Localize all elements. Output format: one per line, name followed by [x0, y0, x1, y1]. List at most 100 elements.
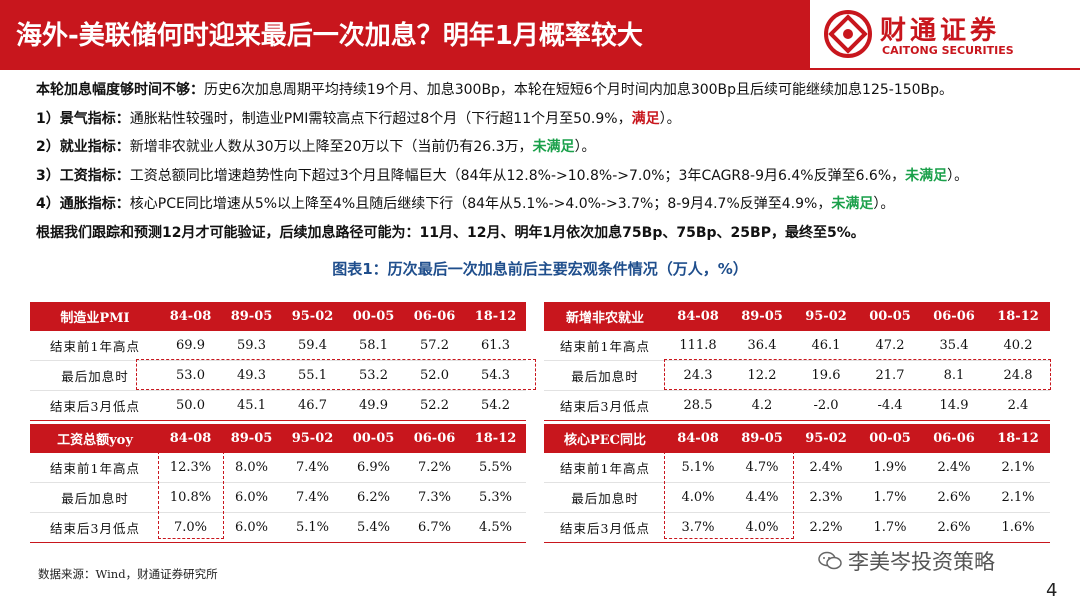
table-cell: 40.2 [986, 331, 1050, 361]
logo: 财通证券 CAITONG SECURITIES [810, 0, 1080, 68]
table-cell: 24.3 [666, 360, 730, 391]
table-cell: 4.4% [730, 482, 794, 513]
table-pmi: 制造业PMI 84-08 89-05 95-02 00-05 06-06 18-… [30, 302, 526, 421]
period-header: 89-05 [730, 424, 794, 453]
table-cell: 7.3% [404, 482, 465, 513]
table-header-title: 工资总额yoy [30, 424, 160, 453]
table-cell: 53.2 [343, 360, 404, 391]
table-cell: 4.2 [730, 390, 794, 421]
row-label: 最后加息时 [30, 482, 160, 513]
period-header: 95-02 [794, 302, 858, 331]
table-cell: 2.6% [922, 482, 986, 513]
period-header: 06-06 [922, 302, 986, 331]
page-title: 海外-美联储何时迎来最后一次加息？明年1月概率较大 [16, 21, 643, 51]
row-label: 结束前1年高点 [30, 453, 160, 483]
table-cell: 54.2 [465, 390, 526, 421]
highlight-pmi-last-hike [136, 359, 536, 390]
table-cell: 21.7 [858, 360, 922, 391]
table-cell: 1.7% [858, 482, 922, 513]
indicator-end: ）。 [947, 167, 969, 184]
table-cell: 10.8% [160, 482, 221, 513]
table-cell: 4.0% [730, 512, 794, 543]
table-cell: 111.8 [666, 331, 730, 361]
table-cell: 3.7% [666, 512, 730, 543]
indicator-label: 2）就业指标： [36, 139, 130, 155]
table-header-title: 核心PEC同比 [544, 424, 666, 453]
indicator-label: 4）通胀指标： [36, 196, 130, 212]
wechat-account-name: 李美岑投资策略 [848, 550, 995, 574]
table-cell: 2.1% [986, 453, 1050, 483]
header: 海外-美联储何时迎来最后一次加息？明年1月概率较大 财通证券 CAITONG S… [0, 0, 1080, 68]
row-label: 最后加息时 [544, 360, 666, 391]
table-wage-yoy: 工资总额yoy 84-08 89-05 95-02 00-05 06-06 18… [30, 424, 526, 543]
status-unmet: 未满足 [532, 139, 575, 155]
row-label: 结束前1年高点 [30, 331, 160, 361]
table-cell: 8.0% [221, 453, 282, 483]
table-cell: 2.1% [986, 482, 1050, 513]
indicator-end: ）。 [659, 110, 681, 127]
table-cell: 49.3 [221, 360, 282, 391]
row-label: 最后加息时 [544, 482, 666, 513]
table-cell: 6.7% [404, 512, 465, 543]
table-cell: 7.2% [404, 453, 465, 483]
page-number: 4 [1046, 580, 1058, 601]
table-cell: 5.5% [465, 453, 526, 483]
table-cell: 61.3 [465, 331, 526, 361]
table-cell: 1.9% [858, 453, 922, 483]
table-cell: -2.0 [794, 390, 858, 421]
status-unmet: 未满足 [905, 167, 948, 184]
row-label: 结束后3月低点 [544, 390, 666, 421]
source-note: 数据来源：Wind，财通证券研究所 [38, 567, 218, 581]
table-cell: 46.1 [794, 331, 858, 361]
status-met: 满足 [631, 110, 660, 127]
indicator-end: ）。 [873, 196, 895, 212]
period-header: 84-08 [666, 302, 730, 331]
table-cell: 59.3 [221, 331, 282, 361]
table-cell: 6.2% [343, 482, 404, 513]
table-cell: 8.1 [922, 360, 986, 391]
table-cell: 2.4% [922, 453, 986, 483]
indicator-line-employment: 2）就业指标：新增非农就业人数从30万以上降至20万以下（当前仍有26.3万，未… [36, 133, 1066, 162]
period-header: 84-08 [160, 424, 221, 453]
table-cell: 14.9 [922, 390, 986, 421]
table-cell: 4.0% [666, 482, 730, 513]
table-cell: 5.1% [282, 512, 343, 543]
figure-title: 图表1：历次最后一次加息前后主要宏观条件情况（万人，%） [332, 260, 748, 278]
wechat-watermark: 李美岑投资策略 [818, 546, 995, 576]
highlight-pce-1984-1989 [664, 451, 794, 539]
table-cell: 19.6 [794, 360, 858, 391]
table-cell: 49.9 [343, 390, 404, 421]
table-cell: -4.4 [858, 390, 922, 421]
period-header: 95-02 [282, 302, 343, 331]
status-unmet: 未满足 [831, 196, 874, 212]
row-label: 结束后3月低点 [30, 512, 160, 543]
title-bar: 海外-美联储何时迎来最后一次加息？明年1月概率较大 [0, 0, 810, 68]
table-row: 最后加息时 4.0% 4.4% 2.3% 1.7% 2.6% 2.1% [544, 482, 1050, 513]
table-cell: 2.4% [794, 453, 858, 483]
table-cell: 1.7% [858, 512, 922, 543]
table-header-row: 工资总额yoy 84-08 89-05 95-02 00-05 06-06 18… [30, 424, 526, 453]
table-row: 结束前1年高点 5.1% 4.7% 2.4% 1.9% 2.4% 2.1% [544, 453, 1050, 483]
period-header: 89-05 [730, 302, 794, 331]
table-cell: 28.5 [666, 390, 730, 421]
table-cell: 52.2 [404, 390, 465, 421]
table-cell: 6.0% [221, 512, 282, 543]
table-cell: 36.4 [730, 331, 794, 361]
table-cell: 69.9 [160, 331, 221, 361]
row-label: 结束前1年高点 [544, 331, 666, 361]
table-cell: 6.9% [343, 453, 404, 483]
table-header-row: 制造业PMI 84-08 89-05 95-02 00-05 06-06 18-… [30, 302, 526, 331]
indicator-line-inflation: 4）通胀指标：核心PCE同比增速从5%以上降至4%且随后继续下行（84年从5.1… [36, 190, 1066, 219]
table-cell: 2.6% [922, 512, 986, 543]
table-cell: 54.3 [465, 360, 526, 391]
table-cell: 4.7% [730, 453, 794, 483]
period-header: 00-05 [343, 302, 404, 331]
indicator-line-pmi: 1）景气指标：通胀粘性较强时，制造业PMI需较高点下行超过8个月（下行超11个月… [36, 105, 1066, 134]
summary-bold: 本轮加息幅度够时间不够： [36, 82, 204, 98]
indicator-body: 核心PCE同比增速从5%以上降至4%且随后继续下行（84年从5.1%->4.0%… [129, 196, 832, 212]
table-cell: 35.4 [922, 331, 986, 361]
summary-body: 历史6次加息周期平均持续19个月、加息300Bp，本轮在短短6个月时间内加息30… [204, 82, 954, 98]
table-cell: 7.0% [160, 512, 221, 543]
period-header: 18-12 [465, 424, 526, 453]
table-cell: 47.2 [858, 331, 922, 361]
